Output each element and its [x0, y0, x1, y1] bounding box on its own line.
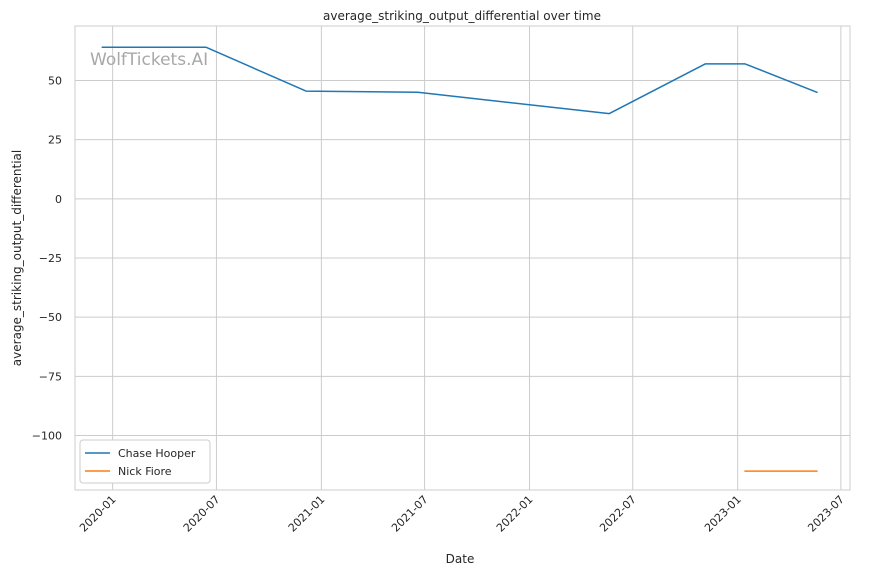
series — [101, 46, 818, 472]
y-tick-label: −100 — [32, 430, 62, 443]
y-tick-label: 50 — [48, 74, 62, 87]
x-tick-label: 2023-01 — [702, 493, 744, 535]
x-tick-label: 2021-07 — [389, 493, 431, 535]
legend-label-nick-fiore: Nick Fiore — [118, 465, 172, 478]
x-tick-label: 2020-01 — [77, 493, 119, 535]
legend: Chase Hooper Nick Fiore — [79, 439, 211, 484]
plot-frame — [74, 25, 851, 491]
y-tick-label: −50 — [39, 311, 62, 324]
legend-box — [79, 439, 211, 484]
grid — [75, 26, 850, 490]
watermark: WolfTickets.AI — [90, 50, 208, 70]
x-tick-label: 2023-07 — [805, 493, 847, 535]
y-axis-label: average_striking_output_differential — [10, 150, 24, 366]
y-tick-label: −25 — [39, 252, 62, 265]
x-tick-label: 2021-01 — [286, 493, 328, 535]
x-tick-label: 2022-01 — [494, 493, 536, 535]
y-tick-label: 0 — [55, 193, 62, 206]
y-tick-label: 25 — [48, 134, 62, 147]
x-tick-label: 2022-07 — [597, 493, 639, 535]
x-tick-label: 2020-07 — [181, 493, 223, 535]
chart-title: average_striking_output_differential ove… — [323, 9, 601, 23]
y-tick-label: −75 — [39, 370, 62, 383]
series-line-chase-hooper — [101, 46, 818, 115]
legend-label-chase-hooper: Chase Hooper — [118, 447, 196, 460]
x-axis-label: Date — [446, 552, 475, 566]
